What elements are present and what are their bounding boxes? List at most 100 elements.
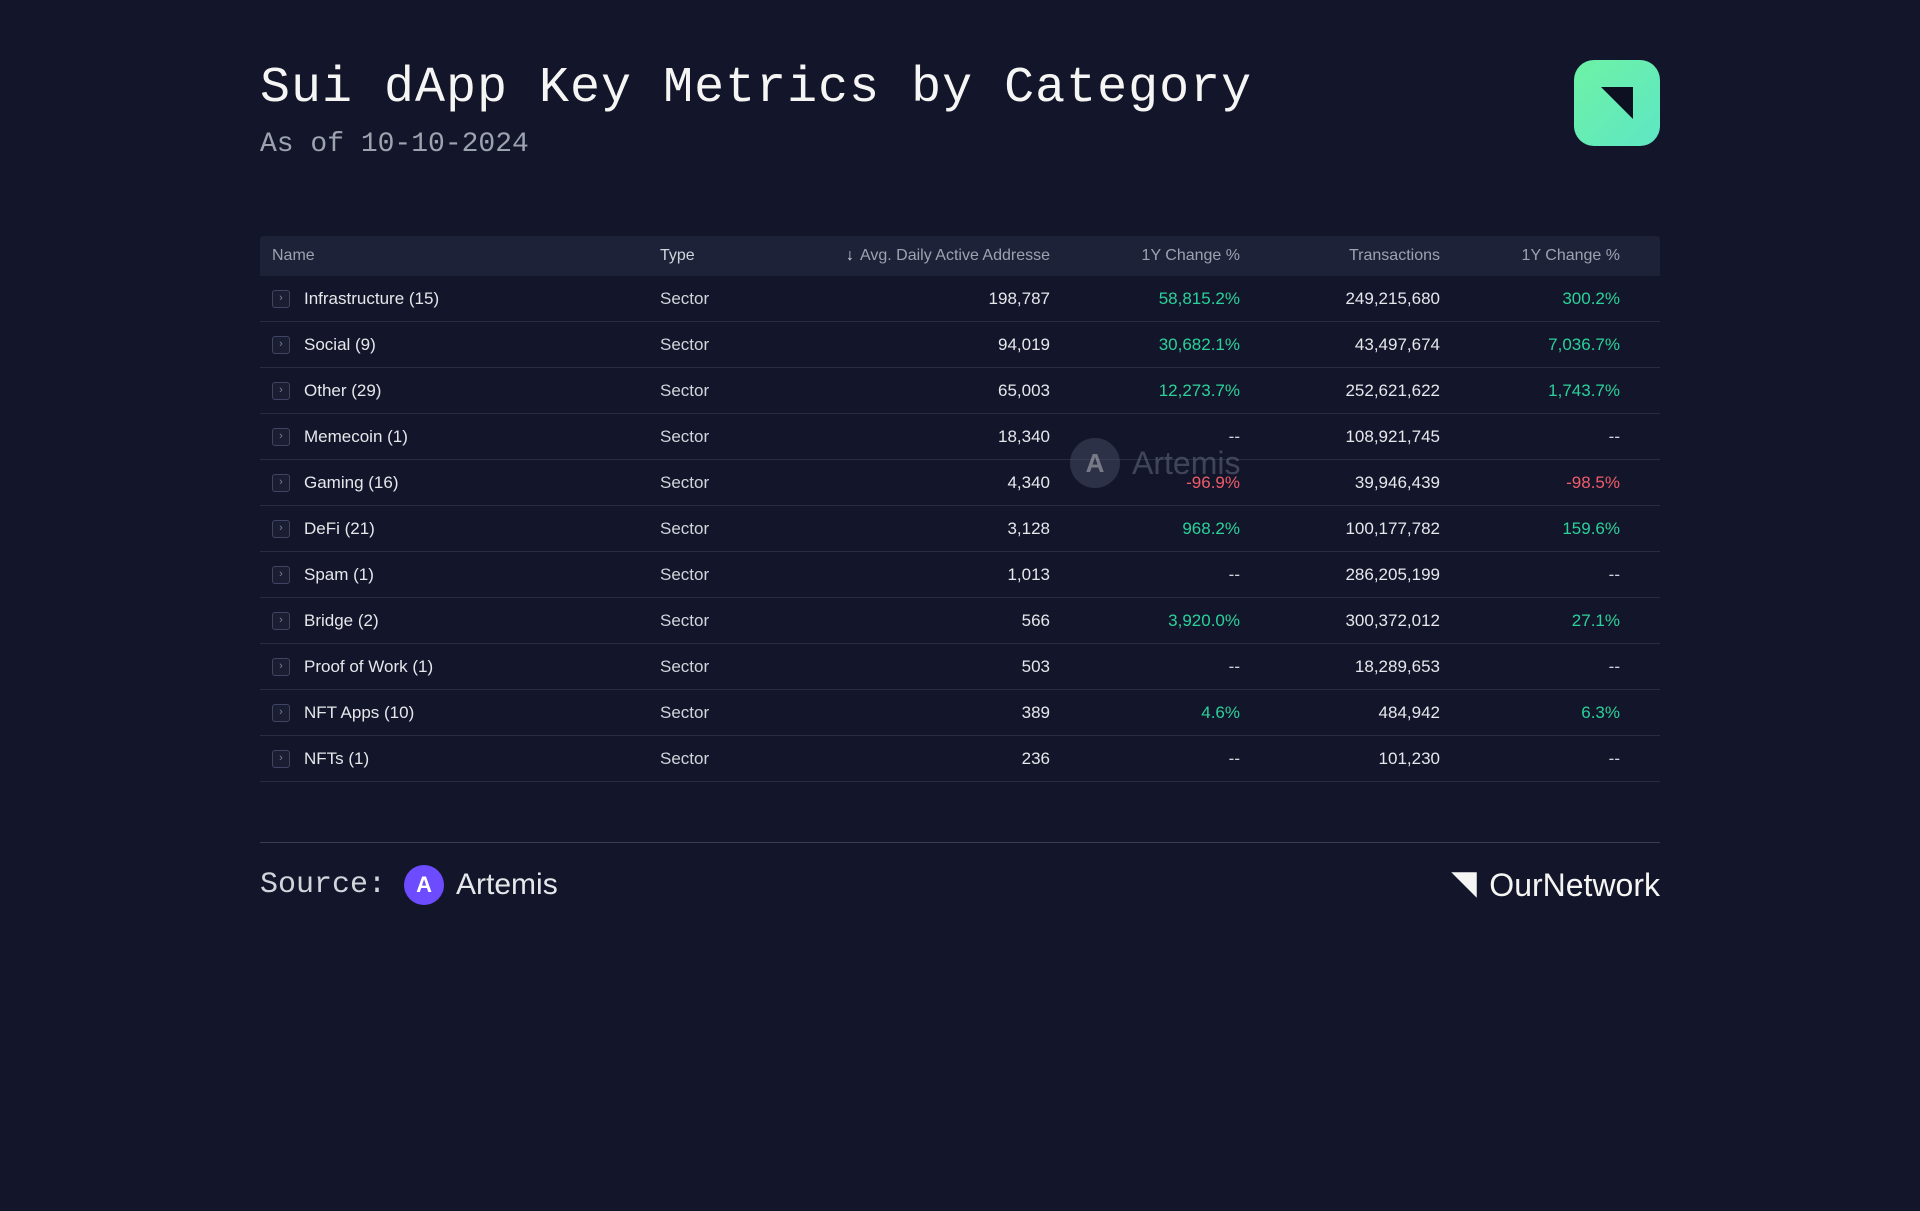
col-daa-label: Avg. Daily Active Addresse xyxy=(860,247,1050,265)
expand-icon[interactable]: › xyxy=(272,750,290,768)
row-transactions: 252,621,622 xyxy=(1260,381,1460,401)
row-transactions: 100,177,782 xyxy=(1260,519,1460,539)
col-change-2[interactable]: 1Y Change % xyxy=(1460,247,1640,265)
row-change-2: 6.3% xyxy=(1460,703,1640,723)
row-change-1: -- xyxy=(1070,427,1260,447)
row-change-1: 4.6% xyxy=(1070,703,1260,723)
row-change-2: 1,743.7% xyxy=(1460,381,1640,401)
row-change-1: 58,815.2% xyxy=(1070,289,1260,309)
row-daa: 94,019 xyxy=(800,335,1070,355)
expand-icon[interactable]: › xyxy=(272,658,290,676)
footer: Source: A Artemis OurNetwork xyxy=(260,842,1660,905)
col-name[interactable]: Name xyxy=(260,247,660,265)
table-row[interactable]: ›Memecoin (1)Sector18,340--108,921,745-- xyxy=(260,414,1660,460)
row-change-2: -- xyxy=(1460,657,1640,677)
table-row[interactable]: ›Gaming (16)Sector4,340-96.9%39,946,439-… xyxy=(260,460,1660,506)
row-change-2: -- xyxy=(1460,565,1640,585)
col-transactions[interactable]: Transactions xyxy=(1260,247,1460,265)
row-change-1: -- xyxy=(1070,565,1260,585)
row-type: Sector xyxy=(660,427,800,447)
ournetwork-brand[interactable]: OurNetwork xyxy=(1447,867,1660,904)
row-transactions: 249,215,680 xyxy=(1260,289,1460,309)
expand-icon[interactable]: › xyxy=(272,612,290,630)
row-daa: 198,787 xyxy=(800,289,1070,309)
row-change-1: 3,920.0% xyxy=(1070,611,1260,631)
expand-icon[interactable]: › xyxy=(272,428,290,446)
row-type: Sector xyxy=(660,749,800,769)
row-type: Sector xyxy=(660,657,800,677)
brand-logo-icon xyxy=(1574,60,1660,146)
row-daa: 3,128 xyxy=(800,519,1070,539)
row-change-2: 159.6% xyxy=(1460,519,1640,539)
row-change-2: 300.2% xyxy=(1460,289,1640,309)
expand-icon[interactable]: › xyxy=(272,474,290,492)
row-change-1: 12,273.7% xyxy=(1070,381,1260,401)
expand-icon[interactable]: › xyxy=(272,290,290,308)
row-change-1: 30,682.1% xyxy=(1070,335,1260,355)
table-header-row: Name Type ↓ Avg. Daily Active Addresse 1… xyxy=(260,236,1660,276)
source-label: Source: xyxy=(260,868,386,902)
row-transactions: 286,205,199 xyxy=(1260,565,1460,585)
row-transactions: 43,497,674 xyxy=(1260,335,1460,355)
col-change-1[interactable]: 1Y Change % xyxy=(1070,247,1260,265)
source-brand[interactable]: A Artemis xyxy=(404,865,558,905)
row-name: Spam (1) xyxy=(304,565,374,585)
col-daa[interactable]: ↓ Avg. Daily Active Addresse xyxy=(800,247,1070,265)
row-daa: 236 xyxy=(800,749,1070,769)
source: Source: A Artemis xyxy=(260,865,558,905)
row-daa: 389 xyxy=(800,703,1070,723)
row-name: NFT Apps (10) xyxy=(304,703,414,723)
table-row[interactable]: ›Spam (1)Sector1,013--286,205,199-- xyxy=(260,552,1660,598)
ournetwork-label: OurNetwork xyxy=(1489,867,1660,904)
row-name: Gaming (16) xyxy=(304,473,398,493)
row-type: Sector xyxy=(660,473,800,493)
row-type: Sector xyxy=(660,703,800,723)
table-row[interactable]: ›NFTs (1)Sector236--101,230-- xyxy=(260,736,1660,782)
row-transactions: 101,230 xyxy=(1260,749,1460,769)
row-change-1: -- xyxy=(1070,749,1260,769)
table-row[interactable]: ›Other (29)Sector65,00312,273.7%252,621,… xyxy=(260,368,1660,414)
table-row[interactable]: ›Social (9)Sector94,01930,682.1%43,497,6… xyxy=(260,322,1660,368)
col-type[interactable]: Type xyxy=(660,247,800,265)
artemis-icon: A xyxy=(404,865,444,905)
row-change-1: -- xyxy=(1070,657,1260,677)
table-row[interactable]: › Infrastructure (15) Sector198,78758,815.… xyxy=(260,276,1660,322)
source-name: Artemis xyxy=(456,868,558,902)
row-change-1: 968.2% xyxy=(1070,519,1260,539)
table-row[interactable]: ›Proof of Work (1)Sector503--18,289,653-… xyxy=(260,644,1660,690)
row-type: Sector xyxy=(660,289,800,309)
row-daa: 503 xyxy=(800,657,1070,677)
row-transactions: 300,372,012 xyxy=(1260,611,1460,631)
expand-icon[interactable]: › xyxy=(272,704,290,722)
row-type: Sector xyxy=(660,611,800,631)
row-name: Other (29) xyxy=(304,381,381,401)
row-daa: 1,013 xyxy=(800,565,1070,585)
expand-icon[interactable]: › xyxy=(272,566,290,584)
row-transactions: 484,942 xyxy=(1260,703,1460,723)
row-daa: 18,340 xyxy=(800,427,1070,447)
page-subtitle: As of 10-10-2024 xyxy=(260,129,1252,160)
row-name: Proof of Work (1) xyxy=(304,657,433,677)
table-row[interactable]: › DeFi (21) Sector3,128968.2%100,177,78215… xyxy=(260,506,1660,552)
row-type: Sector xyxy=(660,565,800,585)
metrics-table: Name Type ↓ Avg. Daily Active Addresse 1… xyxy=(230,236,1690,782)
expand-icon[interactable]: › xyxy=(272,382,290,400)
row-name: Infrastructure (15) xyxy=(304,289,439,309)
expand-icon[interactable]: › xyxy=(272,520,290,538)
row-name: NFTs (1) xyxy=(304,749,369,769)
table-row[interactable]: ›Bridge (2)Sector5663,920.0%300,372,0122… xyxy=(260,598,1660,644)
row-daa: 566 xyxy=(800,611,1070,631)
row-change-2: 7,036.7% xyxy=(1460,335,1640,355)
ournetwork-icon xyxy=(1447,868,1481,902)
table-row[interactable]: › NFT Apps (10) Sector3894.6%484,9426.3% xyxy=(260,690,1660,736)
row-type: Sector xyxy=(660,381,800,401)
row-type: Sector xyxy=(660,519,800,539)
row-daa: 4,340 xyxy=(800,473,1070,493)
row-transactions: 108,921,745 xyxy=(1260,427,1460,447)
page-title: Sui dApp Key Metrics by Category xyxy=(260,60,1252,117)
row-name: DeFi (21) xyxy=(304,519,375,539)
row-transactions: 18,289,653 xyxy=(1260,657,1460,677)
expand-icon[interactable]: › xyxy=(272,336,290,354)
row-name: Social (9) xyxy=(304,335,376,355)
row-name: Bridge (2) xyxy=(304,611,379,631)
